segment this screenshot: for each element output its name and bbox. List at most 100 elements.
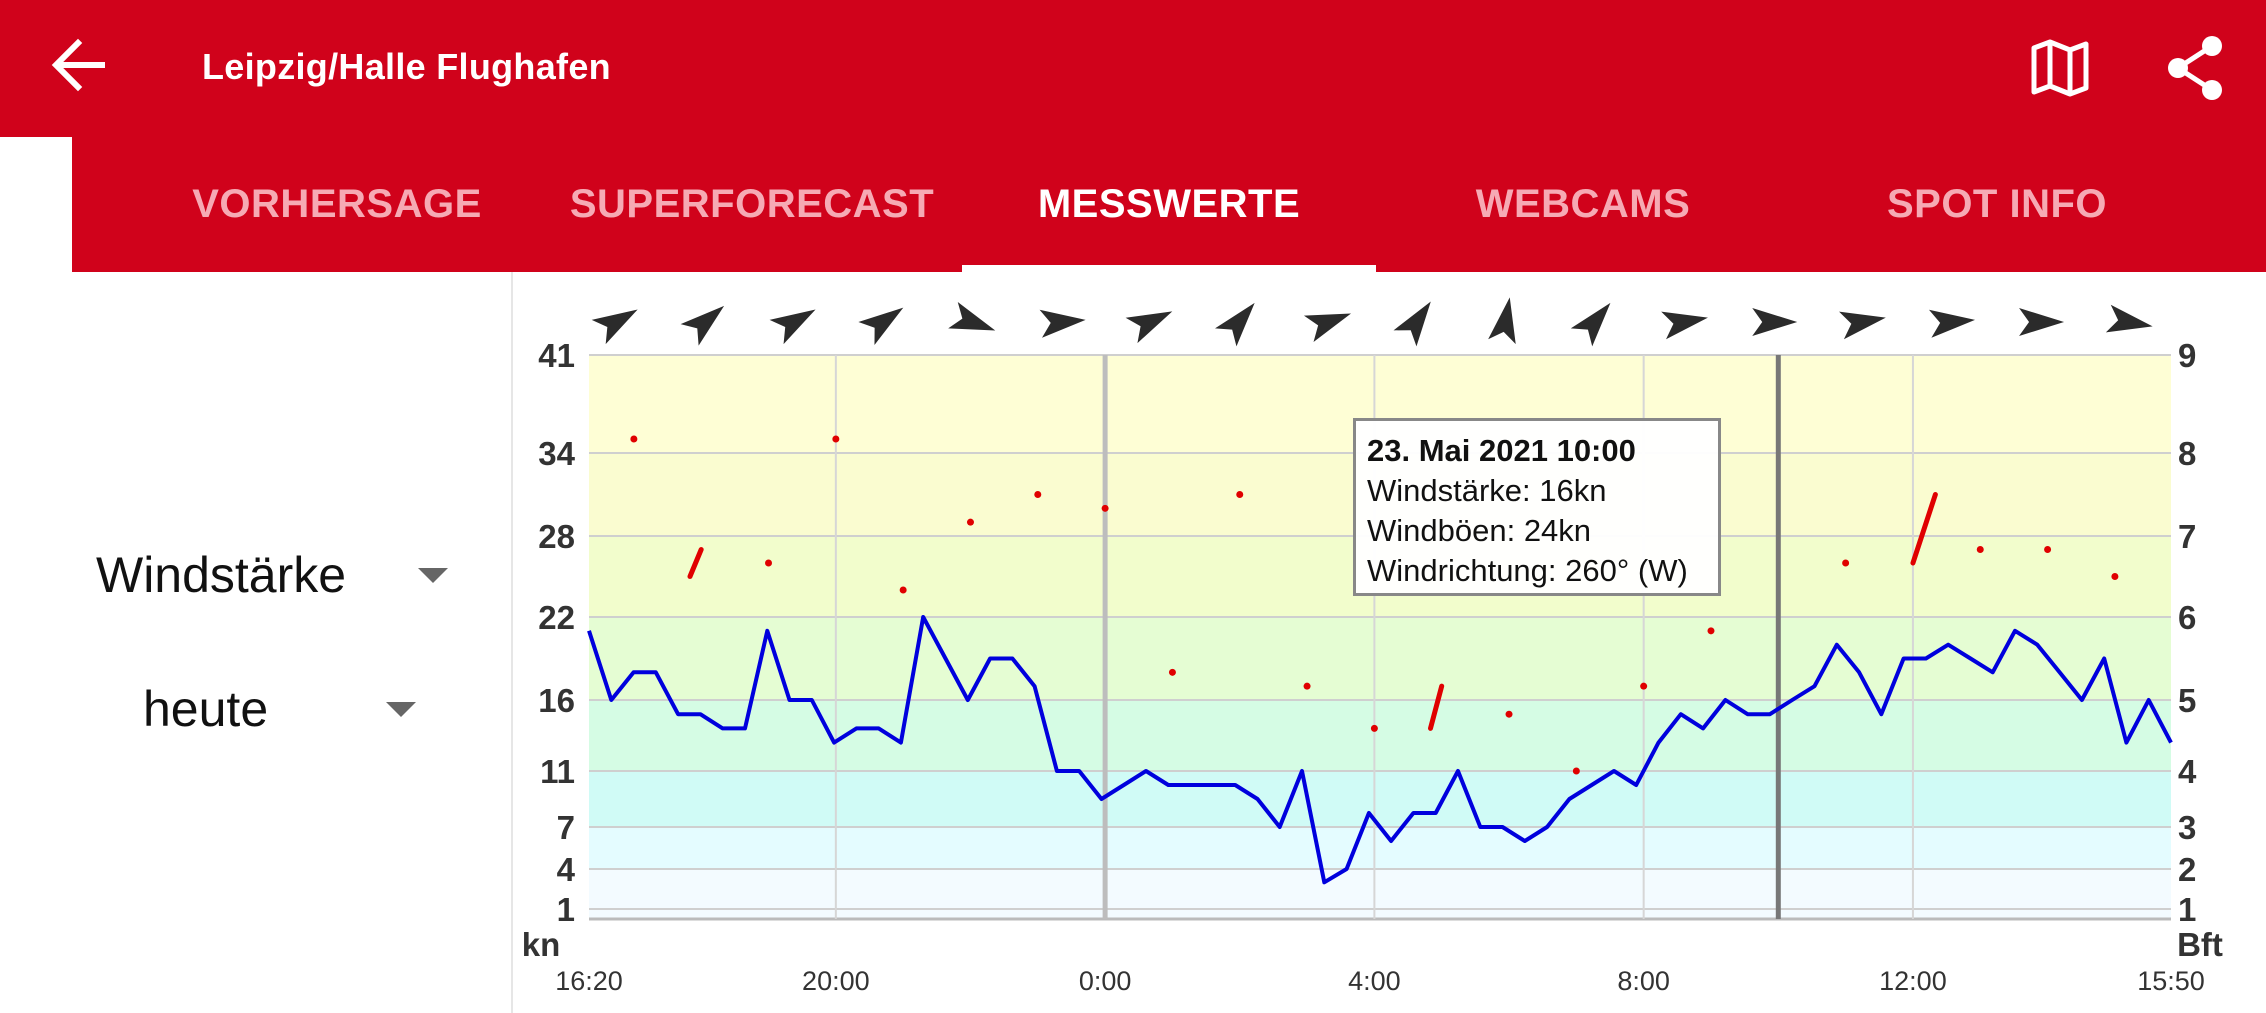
wind-direction-arrow <box>1839 311 1886 340</box>
y-tick-label-kn: 1 <box>557 891 575 928</box>
gust-point <box>1505 710 1513 718</box>
period-dropdown[interactable]: heute <box>143 680 417 738</box>
gust-point <box>2044 546 2052 553</box>
y-tick-label-kn: 28 <box>538 518 575 555</box>
map-button[interactable] <box>2024 32 2096 104</box>
speed-band <box>589 869 2171 919</box>
chevron-down-icon <box>386 701 417 717</box>
tooltip-wind-direction: Windrichtung: 260° (W) <box>1367 553 1688 588</box>
gust-point <box>1168 668 1176 676</box>
wind-direction-arrow <box>948 302 996 331</box>
x-tick-label: 4:00 <box>1348 966 1401 996</box>
gust-streak <box>1427 683 1445 731</box>
y-tick-label-kn: 22 <box>538 599 575 636</box>
y-tick-label-bft: 1 <box>2178 891 2196 928</box>
tab-spot-info[interactable]: SPOT INFO <box>1886 182 2108 226</box>
x-tick-label: 0:00 <box>1079 966 1132 996</box>
gust-marks <box>630 435 2119 775</box>
x-tick-label: 8:00 <box>1617 966 1670 996</box>
wind-direction-arrow <box>1039 309 1086 338</box>
y-tick-label-kn: 7 <box>557 809 575 846</box>
gust-point <box>630 435 638 443</box>
y-tick-label-kn: 34 <box>538 435 575 472</box>
gust-point <box>1370 724 1378 732</box>
arrow-left-icon <box>51 38 105 92</box>
gust-point <box>1640 682 1648 690</box>
wind-direction-arrow <box>1570 302 1611 347</box>
tab-vorhersage[interactable]: VORHERSAGE <box>192 182 482 226</box>
x-tick-label: 16:20 <box>555 966 623 996</box>
wind-direction-arrow <box>680 305 725 346</box>
wind-direction-arrow <box>1928 309 1976 338</box>
y-tick-label-kn: 41 <box>538 337 575 374</box>
share-icon <box>2168 36 2222 100</box>
page-title: Leipzig/Halle Flughafen <box>202 46 611 87</box>
gust-point <box>832 435 840 443</box>
wind-direction-arrow <box>2105 304 2153 333</box>
wind-direction-arrow <box>1488 297 1516 345</box>
gust-point <box>1101 504 1109 512</box>
gust-point <box>1707 627 1715 635</box>
wind-direction-arrow <box>1661 311 1708 340</box>
gust-point <box>765 559 773 567</box>
gust-point <box>899 586 907 594</box>
y-tick-label-bft: 8 <box>2178 435 2196 472</box>
map-icon <box>2031 39 2089 97</box>
active-tab-indicator <box>962 265 1376 272</box>
x-tick-label: 20:00 <box>802 966 870 996</box>
period-dropdown-label: heute <box>143 681 269 737</box>
gust-point <box>966 518 974 526</box>
wind-direction-arrow <box>1303 313 1352 342</box>
y-tick-label-kn: 11 <box>540 753 575 790</box>
y-tick-label-bft: 2 <box>2178 851 2196 888</box>
wind-direction-arrow <box>1752 308 1798 336</box>
wind-direction-arrow <box>2019 308 2065 336</box>
gust-point <box>1572 767 1580 775</box>
chevron-down-icon <box>418 567 449 583</box>
tooltip-title: 23. Mai 2021 10:00 <box>1367 433 1636 468</box>
sidebar-divider <box>511 272 513 1013</box>
y-tick-label-kn: 4 <box>557 851 576 888</box>
gust-point <box>1976 546 1984 553</box>
gust-streak <box>1910 492 1938 566</box>
tab-webcams[interactable]: WEBCAMS <box>1475 182 1691 226</box>
back-button[interactable] <box>44 30 114 100</box>
gust-point <box>1842 559 1850 567</box>
gust-point <box>1303 682 1311 690</box>
gust-point <box>1236 491 1244 498</box>
y-tick-label-kn: 16 <box>538 682 575 719</box>
wind-speed-line <box>587 615 2173 885</box>
wind-speed-series <box>587 615 2173 885</box>
tooltip-wind-gusts: Windböen: 24kn <box>1367 513 1592 548</box>
share-button[interactable] <box>2160 32 2232 104</box>
y-tick-label-bft: 5 <box>2178 682 2196 719</box>
tooltip-wind-speed: Windstärke: 16kn <box>1367 473 1607 508</box>
y-unit-left: kn <box>522 926 561 963</box>
y-tick-label-bft: 3 <box>2178 809 2196 846</box>
wind-direction-arrow <box>1125 311 1173 344</box>
tab-superforecast[interactable]: SUPERFORECAST <box>569 182 935 226</box>
tab-bar <box>72 137 2266 272</box>
wind-direction-arrow <box>591 309 638 345</box>
wind-direction-arrow <box>769 309 816 345</box>
speed-band <box>589 771 2171 827</box>
gust-streak <box>687 547 704 579</box>
speed-band <box>589 827 2171 869</box>
speed-band <box>589 617 2171 700</box>
gust-point <box>2111 573 2119 580</box>
y-tick-label-bft: 9 <box>2178 337 2196 374</box>
parameter-dropdown[interactable]: Windstärke <box>96 546 449 604</box>
y-unit-right: Bft <box>2177 926 2223 963</box>
y-tick-label-bft: 6 <box>2178 599 2196 636</box>
tab-messwerte[interactable]: MESSWERTE <box>1037 182 1301 226</box>
x-tick-label: 15:50 <box>2137 966 2205 996</box>
chart-tooltip: 23. Mai 2021 10:00 Windstärke: 16kn Wind… <box>1353 418 1721 596</box>
wind-direction-arrow <box>1393 301 1431 347</box>
wind-direction-arrow <box>858 307 904 345</box>
x-tick-label: 12:00 <box>1879 966 1947 996</box>
y-tick-label-bft: 7 <box>2178 518 2196 555</box>
parameter-dropdown-label: Windstärke <box>96 547 347 603</box>
gust-point <box>1034 491 1042 498</box>
